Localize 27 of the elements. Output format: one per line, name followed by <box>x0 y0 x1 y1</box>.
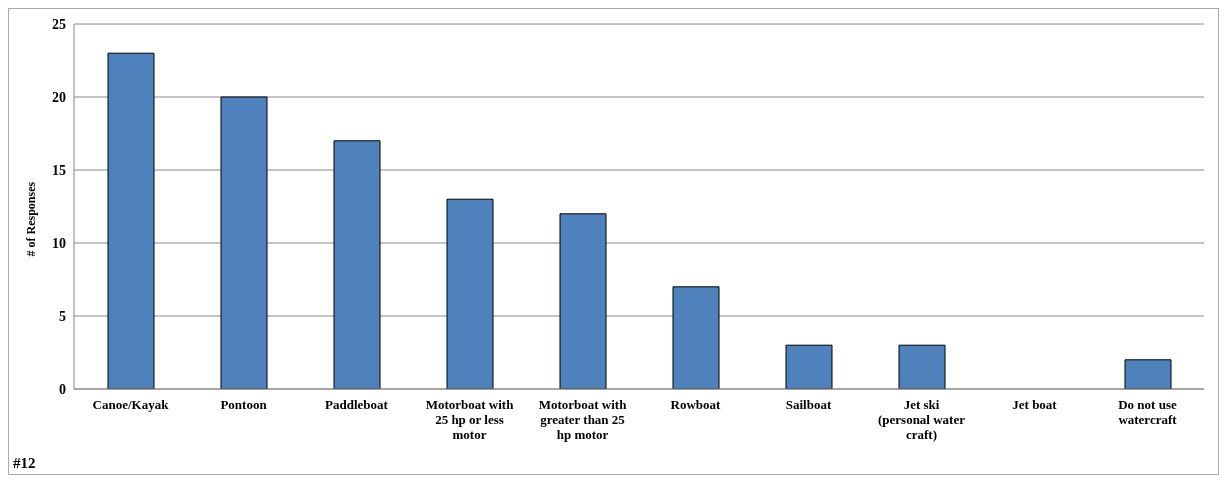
bar <box>107 52 155 389</box>
x-tick-label: Pontoon <box>220 397 268 412</box>
x-tick-label: Do not use watercraft <box>1118 397 1178 427</box>
y-tick-label: 5 <box>59 308 66 324</box>
bar <box>333 140 381 389</box>
x-tick-label: Jet ski (personal water craft) <box>877 397 966 442</box>
y-tick-label: 20 <box>52 89 66 105</box>
x-tick-label: Rowboat <box>670 397 722 412</box>
x-tick-label: Sailboat <box>785 397 832 412</box>
bar <box>898 344 946 389</box>
x-tick-label: Paddleboat <box>325 397 389 412</box>
x-tick-label: Jet boat <box>1012 397 1058 412</box>
y-tick-label: 25 <box>52 16 66 32</box>
bar <box>446 198 494 389</box>
bar <box>220 96 268 389</box>
bar <box>672 286 720 389</box>
y-tick-label: 0 <box>59 381 66 397</box>
x-tick-label: Motorboat with 25 hp or less motor <box>425 397 515 442</box>
bar <box>1124 359 1172 389</box>
x-tick-label: Motorboat with greater than 25 hp motor <box>538 397 628 442</box>
y-tick-label: 15 <box>52 162 66 178</box>
x-tick-label: Canoe/Kayak <box>92 397 170 412</box>
bar <box>785 344 833 389</box>
y-tick-label: 10 <box>52 235 66 251</box>
y-axis-title: # of Responses <box>24 181 39 257</box>
text: #12 <box>13 455 36 472</box>
bar <box>559 213 607 389</box>
